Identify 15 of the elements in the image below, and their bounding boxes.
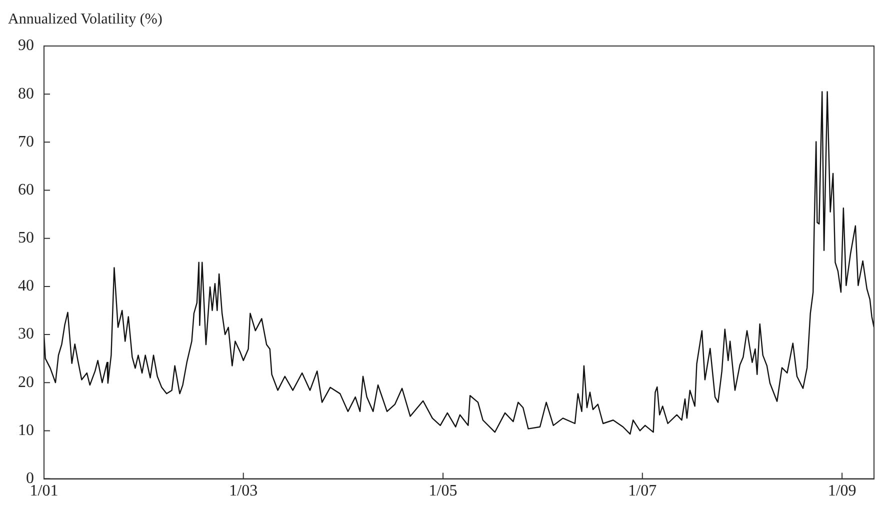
y-tick-label: 10 [18, 422, 34, 439]
x-tick-label: 1/09 [828, 482, 856, 500]
y-tick-label: 60 [18, 181, 34, 198]
y-tick-label: 80 [18, 85, 34, 102]
x-tick-label: 1/07 [628, 482, 657, 500]
y-tick-label: 40 [18, 278, 34, 295]
x-tick-label: 1/05 [428, 482, 458, 500]
y-tick-label: 30 [18, 326, 34, 343]
x-tick-label: 1/03 [229, 482, 258, 500]
y-tick-label: 70 [18, 133, 34, 150]
y-tick-label: 20 [18, 374, 34, 391]
y-tick-label: 90 [18, 37, 34, 54]
y-axis-title: Annualized Volatility (%) [8, 11, 162, 28]
x-tick-label: 1/01 [30, 482, 58, 500]
y-tick-label: 50 [18, 230, 34, 247]
